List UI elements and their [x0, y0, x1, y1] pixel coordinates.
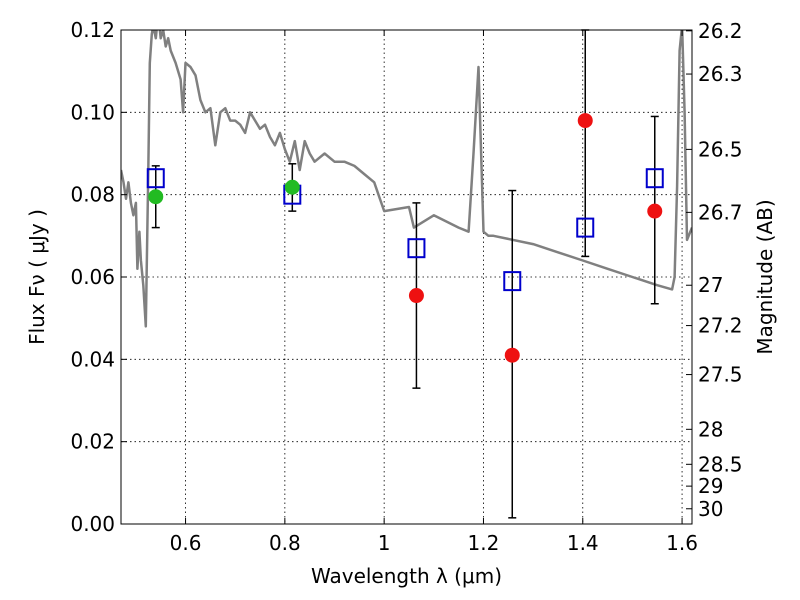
- data-series: [121, 29, 692, 519]
- blue-square-point: [503, 271, 522, 292]
- red-point: [408, 288, 424, 304]
- y-tick-label: 0.12: [70, 18, 115, 42]
- y-tick-label: 0.10: [70, 100, 115, 124]
- y-tick-label: 0.02: [70, 430, 115, 454]
- axis-ticks: 0.6 0.8 1 1.2 1.4 1.6 0.00 0.02 0.04 0.06 0.08 0.10…: [70, 18, 742, 555]
- right-tick-label: 27.2: [698, 314, 743, 338]
- y-axis-label: Flux Fν ( μJy ): [25, 209, 49, 345]
- right-tick-label: 26.2: [698, 19, 743, 43]
- right-tick-label: 28.5: [698, 452, 743, 476]
- blue-square-point: [407, 238, 426, 259]
- model-sed-line: [121, 30, 692, 328]
- grid-lines: [121, 29, 692, 525]
- right-tick-label: 27: [698, 273, 723, 297]
- x-tick-label: 1.6: [666, 531, 698, 555]
- right-tick-label: 26.5: [698, 137, 743, 161]
- right-tick-label: 26.7: [698, 200, 743, 224]
- blue-square-point: [645, 168, 664, 189]
- x-tick-label: 0.6: [170, 531, 202, 555]
- y-tick-label: 0.06: [70, 265, 115, 289]
- y-tick-label: 0.08: [70, 183, 115, 207]
- red-point: [504, 347, 520, 363]
- x-tick-label: 1.2: [468, 531, 500, 555]
- blue-square-point: [146, 168, 165, 189]
- y-tick-label: 0.00: [70, 512, 115, 536]
- red-point: [577, 113, 593, 129]
- green-point: [284, 179, 300, 195]
- right-axis-label: Magnitude (AB): [753, 199, 777, 354]
- x-tick-label: 0.8: [269, 531, 301, 555]
- right-tick-label: 29: [698, 474, 723, 498]
- right-tick-label: 30: [698, 497, 723, 521]
- x-tick-label: 1.4: [567, 531, 599, 555]
- right-tick-label: 27.5: [698, 363, 743, 387]
- x-axis-label: Wavelength λ (μm): [311, 564, 502, 588]
- green-point: [148, 189, 164, 205]
- red-point: [647, 203, 663, 219]
- y-tick-label: 0.04: [70, 347, 115, 371]
- blue-square-point: [576, 217, 595, 238]
- x-tick-label: 1: [378, 531, 391, 555]
- right-tick-label: 28: [698, 417, 723, 441]
- right-tick-label: 26.3: [698, 62, 743, 86]
